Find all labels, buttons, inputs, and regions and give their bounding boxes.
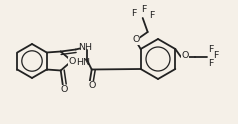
Text: O: O (68, 57, 75, 65)
Text: O: O (60, 85, 67, 94)
Text: F: F (213, 51, 219, 61)
Text: F: F (149, 11, 154, 19)
Text: NH: NH (78, 43, 92, 52)
Text: F: F (208, 60, 214, 68)
Text: O: O (88, 81, 95, 90)
Text: F: F (141, 5, 146, 15)
Text: F: F (208, 45, 214, 53)
Text: HN: HN (76, 58, 90, 67)
Text: O: O (133, 35, 140, 45)
Text: F: F (131, 9, 136, 17)
Text: O: O (181, 51, 189, 61)
